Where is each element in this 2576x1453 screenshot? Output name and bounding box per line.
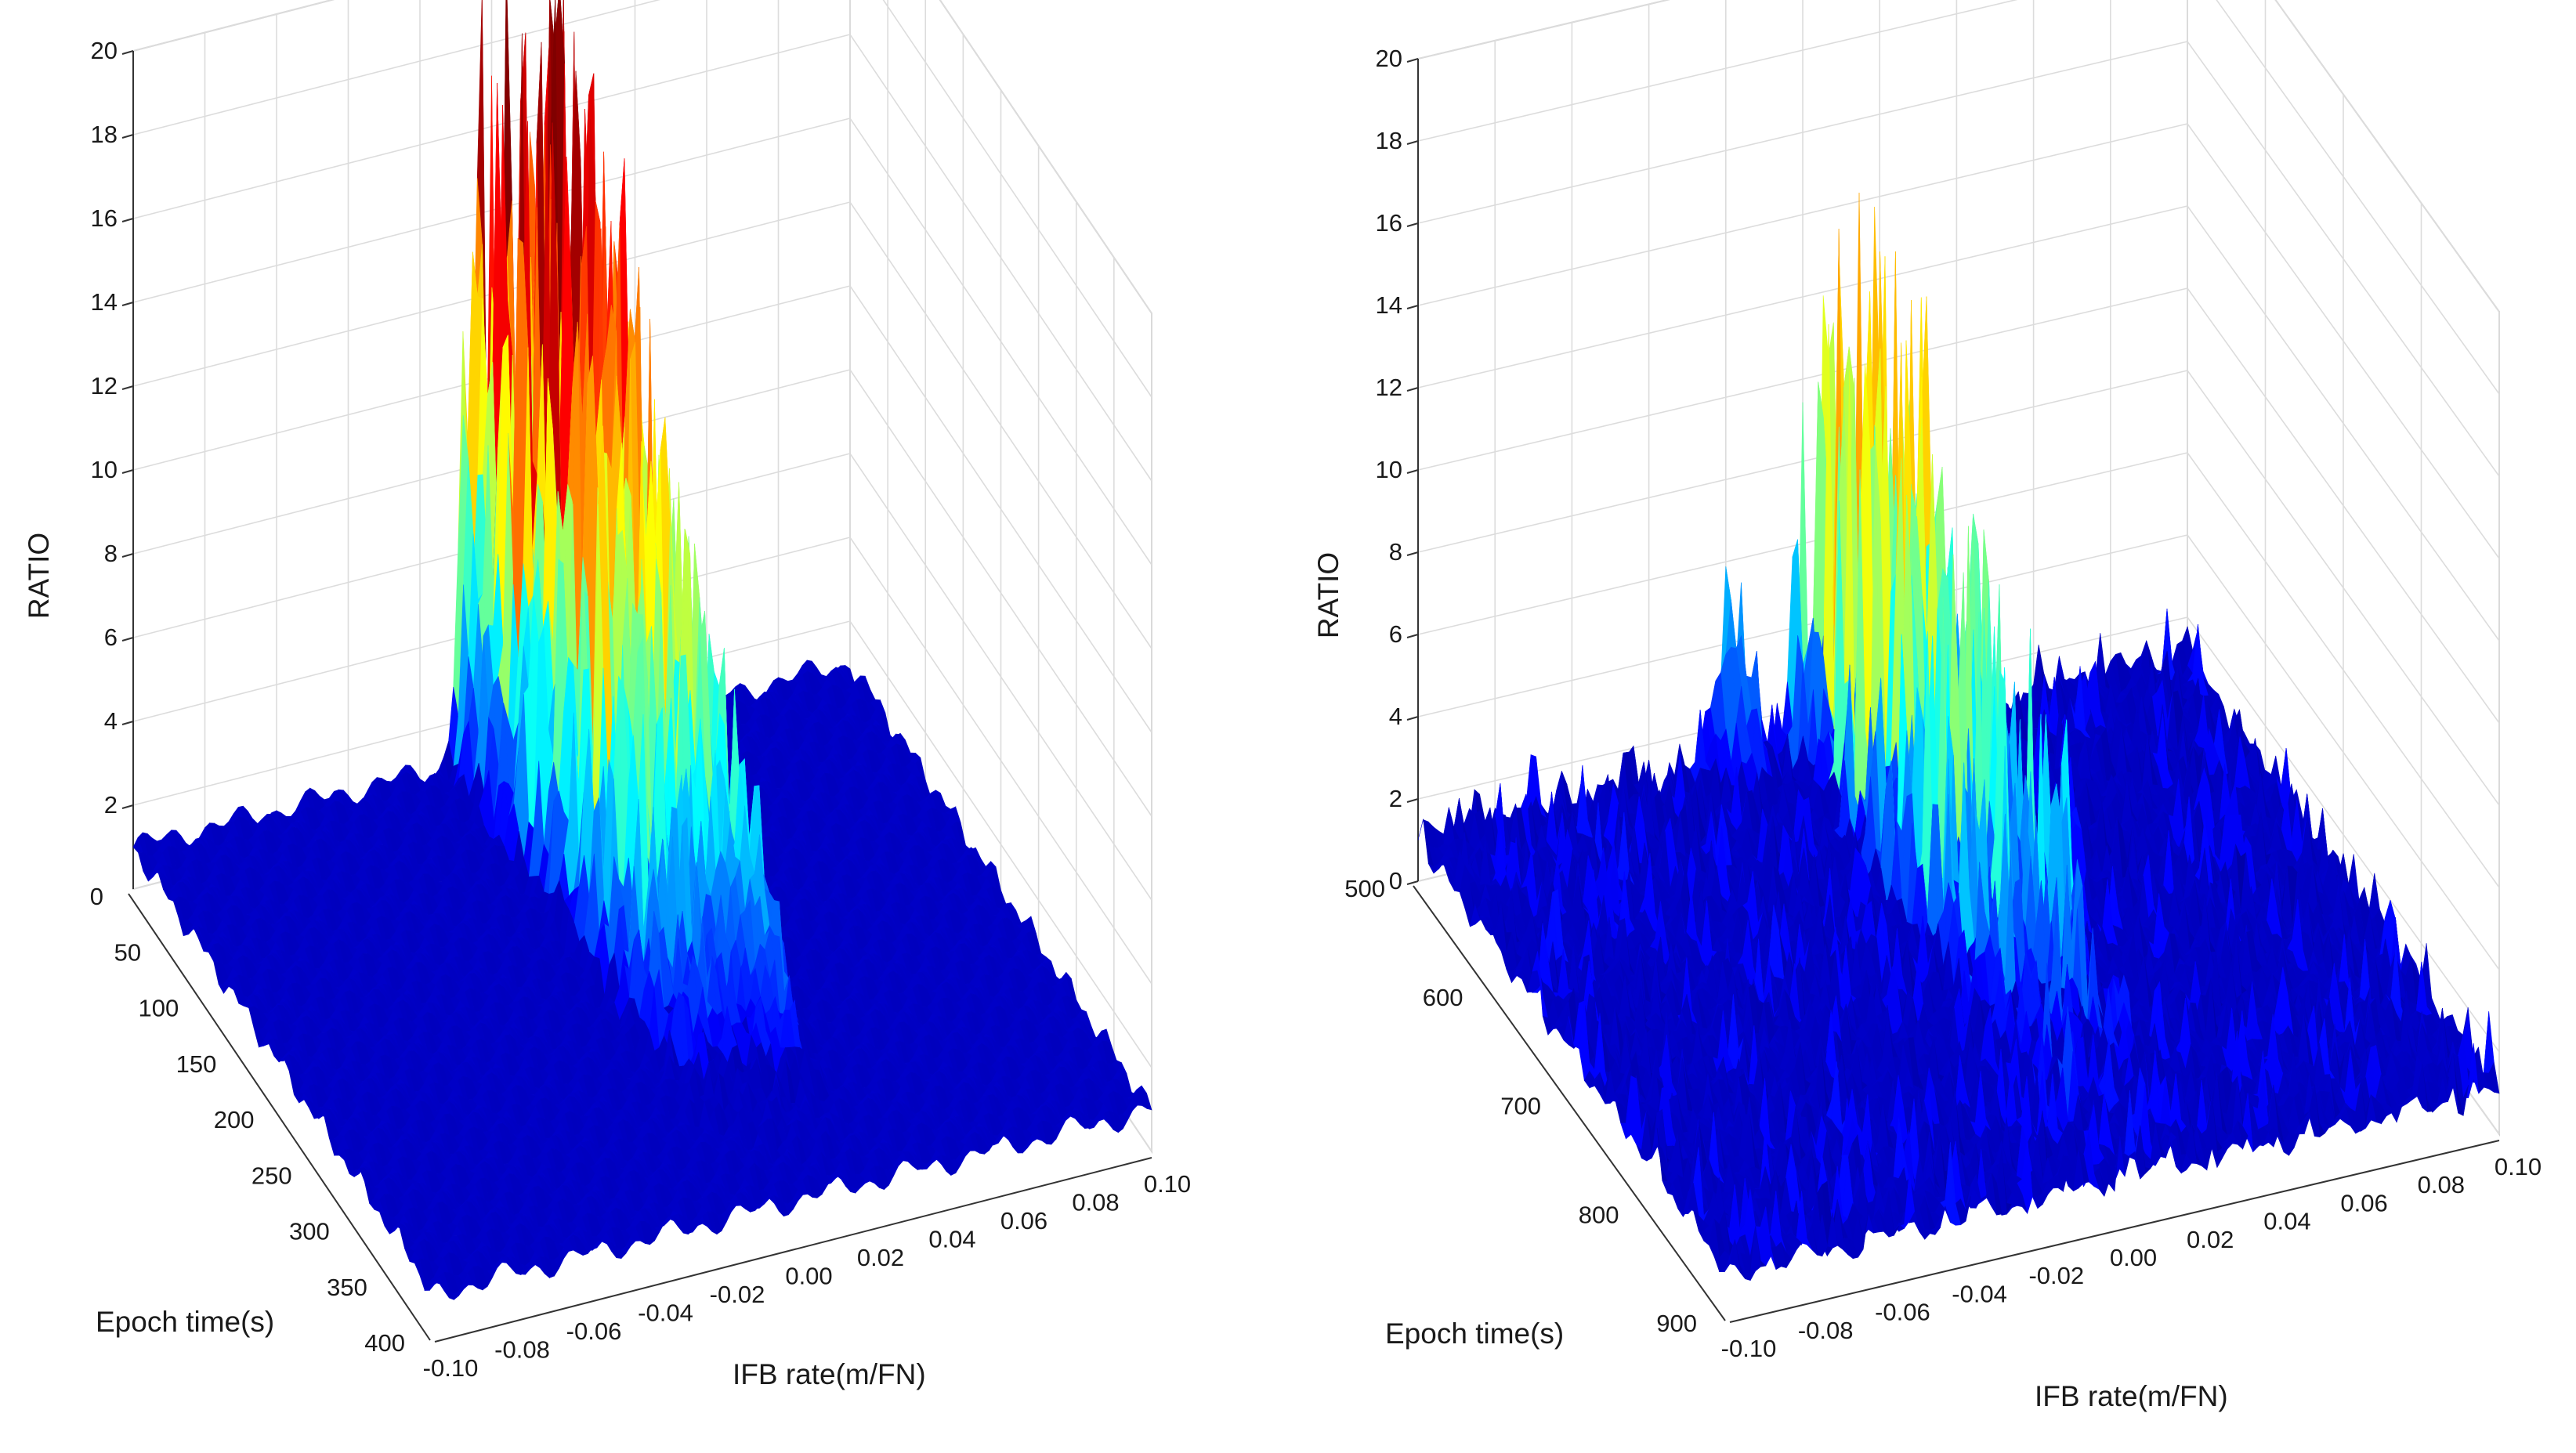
grid-line: [132, 0, 1152, 314]
surface-plot-left: 2468101214161820050100150200250300350400…: [23, 0, 1191, 1390]
ratio-surface-left: [132, 0, 1152, 1300]
grid-line: [132, 0, 1152, 398]
